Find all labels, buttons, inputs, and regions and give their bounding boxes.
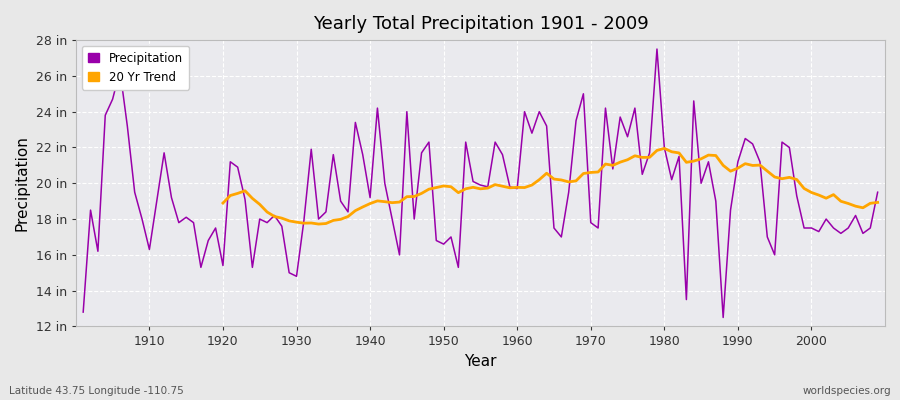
Legend: Precipitation, 20 Yr Trend: Precipitation, 20 Yr Trend (82, 46, 189, 90)
X-axis label: Year: Year (464, 354, 497, 369)
Y-axis label: Precipitation: Precipitation (15, 135, 30, 231)
Text: worldspecies.org: worldspecies.org (803, 386, 891, 396)
Text: Latitude 43.75 Longitude -110.75: Latitude 43.75 Longitude -110.75 (9, 386, 184, 396)
Title: Yearly Total Precipitation 1901 - 2009: Yearly Total Precipitation 1901 - 2009 (312, 15, 648, 33)
